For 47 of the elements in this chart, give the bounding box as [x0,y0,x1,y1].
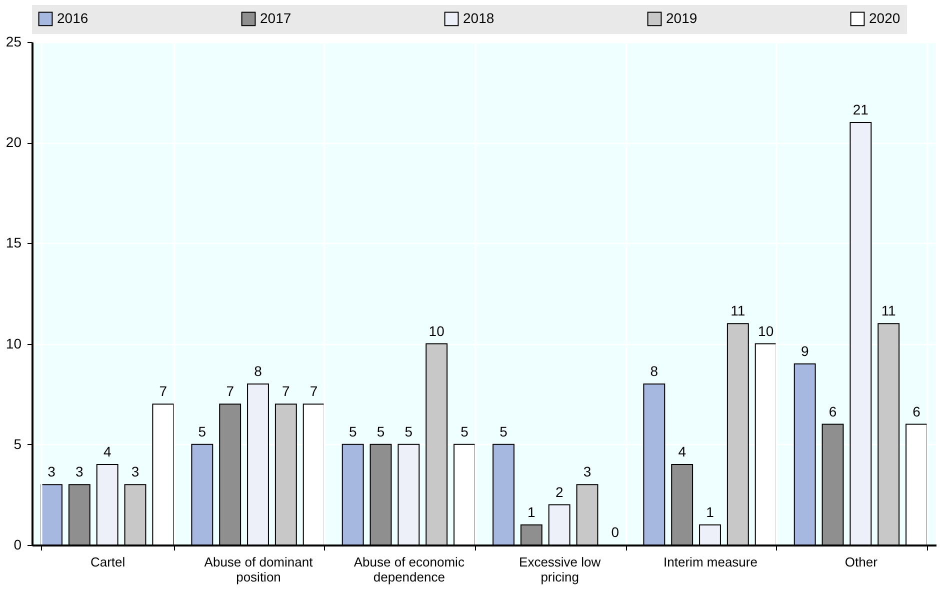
data-label: 6 [828,403,837,420]
data-label: 3 [76,464,84,480]
x-tick-label: Abuse of dominant position [204,554,314,584]
x-tick-label: Cartel [90,554,126,570]
legend-label: 2016 [57,10,88,26]
data-label: 7 [310,383,318,400]
x-tick-label: Abuse of economic dependence [354,554,465,584]
data-label: 8 [254,363,262,380]
data-label: 4 [678,444,686,460]
data-label: 5 [376,423,385,440]
x-tick-label: Interim measure [664,554,758,570]
legend-label: 2020 [869,10,900,26]
data-label: 5 [348,423,357,440]
data-label: 0 [611,524,620,540]
data-label: 10 [758,322,774,339]
legend-label: 2018 [463,10,494,26]
data-label: 1 [706,504,714,520]
legend-label: 2019 [666,10,698,26]
data-label: 2 [555,484,564,500]
data-label: 5 [404,423,413,440]
data-label: 3 [131,464,140,480]
data-label: 3 [48,464,56,480]
y-tick-label: 10 [6,335,22,352]
y-tick-label: 5 [14,436,22,452]
data-label: 10 [428,322,445,339]
data-label: 7 [226,383,234,400]
data-label: 5 [500,423,508,440]
x-tick-label: Other [844,554,878,570]
data-label: 8 [650,363,658,380]
data-label: 11 [730,302,746,319]
y-tick-label: 0 [14,536,22,552]
data-label: 7 [159,383,168,400]
data-label: 11 [881,302,896,319]
y-tick-label: 15 [6,234,22,251]
x-tick-label: Excessive low pricing [519,554,602,584]
data-label: 4 [103,444,112,460]
data-label: 7 [282,383,290,400]
data-label: 5 [460,423,469,440]
y-tick-label: 25 [6,34,22,50]
data-label: 1 [528,504,536,520]
y-tick-label: 20 [6,134,22,150]
data-label: 5 [198,423,206,440]
data-label: 3 [583,464,592,480]
legend-label: 2017 [260,10,292,26]
data-label: 6 [912,403,921,420]
data-label: 21 [852,101,869,118]
data-label: 9 [800,342,809,359]
